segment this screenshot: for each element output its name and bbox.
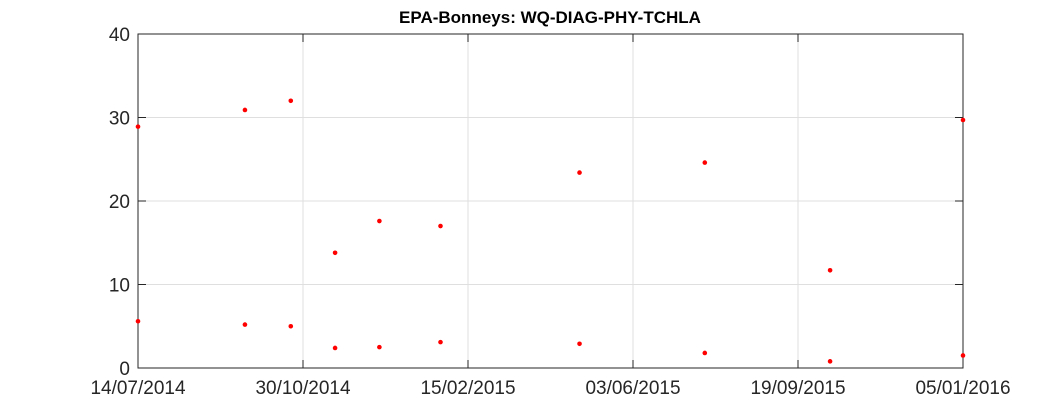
x-tick-label: 03/06/2015 bbox=[585, 378, 680, 399]
x-tick-label: 30/10/2014 bbox=[255, 378, 351, 399]
x-tick-label: 14/07/2014 bbox=[90, 378, 186, 399]
data-point bbox=[702, 160, 708, 165]
data-point bbox=[702, 350, 708, 356]
data-point bbox=[135, 124, 141, 129]
y-tick-label: 10 bbox=[109, 276, 130, 297]
data-point bbox=[242, 322, 248, 327]
data-point bbox=[960, 353, 966, 358]
data-point bbox=[242, 107, 248, 113]
data-point bbox=[577, 170, 582, 175]
y-tick-label: 40 bbox=[109, 25, 130, 46]
x-tick-label: 15/02/2015 bbox=[420, 378, 515, 399]
data-point bbox=[377, 344, 382, 350]
y-tick-label: 20 bbox=[109, 192, 130, 213]
data-point bbox=[288, 98, 294, 104]
axis-ticks: 14/07/2014 30/10/2014 15/02/2015 03/06/2015… bbox=[90, 25, 1010, 399]
x-tick-label: 19/09/2015 bbox=[750, 378, 845, 399]
x-tick-label: 05/01/2016 bbox=[915, 378, 1010, 399]
y-tick-label: 0 bbox=[119, 359, 130, 380]
data-point bbox=[438, 339, 443, 345]
chart-title: EPA-Bonneys: WQ-DIAG-PHY-TCHLA bbox=[399, 8, 701, 27]
data-points bbox=[135, 98, 966, 364]
data-point bbox=[135, 318, 141, 324]
data-point bbox=[827, 359, 833, 364]
data-point bbox=[288, 323, 294, 329]
data-point bbox=[827, 268, 833, 273]
data-point bbox=[438, 223, 443, 229]
data-point bbox=[332, 345, 338, 351]
data-point bbox=[377, 218, 382, 224]
y-tick-label: 30 bbox=[109, 109, 130, 130]
data-point bbox=[960, 117, 966, 123]
data-point bbox=[577, 341, 582, 347]
grid-lines bbox=[137, 33, 964, 369]
data-point bbox=[332, 250, 338, 256]
